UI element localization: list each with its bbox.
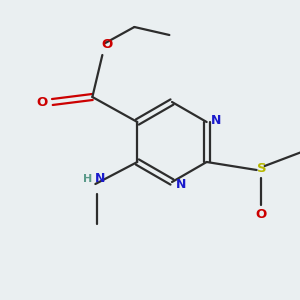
Text: H: H: [83, 174, 92, 184]
Text: S: S: [257, 161, 266, 175]
Text: O: O: [255, 208, 266, 221]
Text: O: O: [37, 95, 48, 109]
Text: O: O: [102, 38, 113, 52]
Text: N: N: [95, 172, 106, 185]
Text: N: N: [211, 113, 221, 127]
Text: N: N: [176, 178, 186, 190]
